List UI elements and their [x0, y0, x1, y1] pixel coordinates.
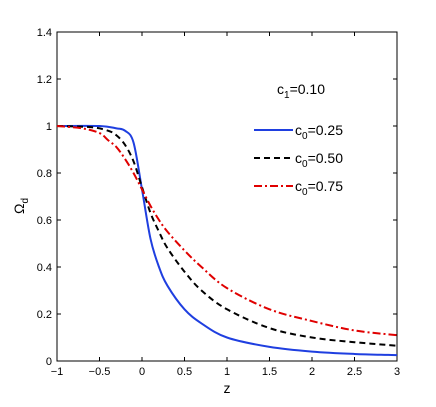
x-tick-label: 1.5 — [262, 366, 277, 378]
y-tick-label: 0.2 — [37, 309, 52, 321]
x-tick-label: 0.5 — [177, 366, 192, 378]
y-tick-label: 0 — [46, 356, 52, 368]
legend-label-1: c0=0.50 — [295, 150, 343, 170]
legend-label-0: c0=0.25 — [295, 122, 343, 142]
x-tick-label: 2.5 — [347, 366, 362, 378]
series-line-1 — [56, 125, 398, 347]
x-tick-label: 2 — [309, 366, 315, 378]
x-tick-label: −0.5 — [89, 366, 111, 378]
series-line-0 — [56, 124, 398, 357]
x-tick-label: 0 — [139, 366, 145, 378]
y-tick-label: 1.2 — [37, 74, 52, 86]
annotation-c1: c1=0.10 — [277, 81, 325, 101]
y-tick-label: 1 — [46, 121, 52, 133]
y-axis-label-sub: d — [20, 198, 31, 204]
y-tick-label: 0.4 — [37, 262, 52, 274]
y-tick-label: 0.6 — [37, 215, 52, 227]
ticks: −1 −0.5 0 0.5 1 1.5 2 2.5 3 0 0.2 0.4 0.6 0.8 1 1.2 1.4 — [37, 27, 400, 378]
legend-label-2: c0=0.75 — [295, 178, 343, 198]
x-tick-label: 1 — [224, 366, 230, 378]
plot-area — [56, 31, 398, 362]
x-tick-label: −1 — [51, 366, 64, 378]
legend: c0=0.25 c0=0.50 c0=0.75 — [254, 122, 343, 198]
series-line-2 — [56, 125, 398, 337]
y-tick-label: 0.8 — [37, 168, 52, 180]
y-axis-label: Ωd — [11, 198, 31, 214]
series-lines — [56, 124, 398, 357]
y-tick-label: 1.4 — [37, 27, 52, 39]
x-tick-label: 3 — [394, 366, 400, 378]
x-axis-label: z — [224, 380, 231, 396]
